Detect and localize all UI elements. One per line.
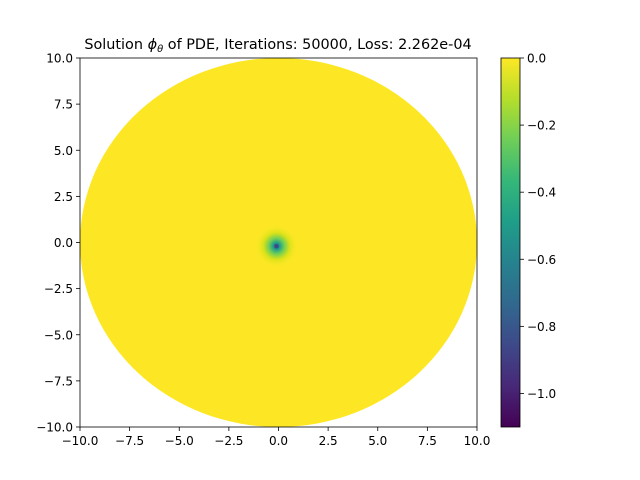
colorbar-tick-label: −0.4	[527, 186, 556, 200]
x-axis: −10.0 −7.5 −5.0 −2.5 0.0 2.5 5.0 7.5 10.0	[62, 427, 491, 448]
y-tick-label: −2.5	[44, 282, 73, 296]
x-tick-label: −5.0	[165, 434, 194, 448]
x-tick-label: 2.5	[319, 434, 338, 448]
y-axis: 10.0 7.5 5.0 2.5 0.0 −2.5 −5.0 −7.5 −10.0	[36, 52, 80, 435]
plot-area	[80, 58, 477, 427]
chart-title: Solution ϕθ of PDE, Iterations: 50000, L…	[84, 37, 471, 55]
y-tick-label: 2.5	[54, 190, 73, 204]
colorbar-tick-label: −0.6	[527, 253, 556, 267]
x-tick-label: −10.0	[62, 434, 99, 448]
x-tick-label: 10.0	[464, 434, 491, 448]
x-tick-label: 5.0	[368, 434, 387, 448]
y-tick-label: 7.5	[54, 98, 73, 112]
colorbar-tick-label: −1.0	[527, 387, 556, 401]
colorbar-tick-label: −0.2	[527, 119, 556, 133]
colorbar-axis: 0.0 −0.2 −0.4 −0.6 −0.8 −1.0	[520, 52, 556, 401]
y-tick-label: −5.0	[44, 328, 73, 342]
y-tick-label: 5.0	[54, 144, 73, 158]
y-tick-label: 0.0	[54, 236, 73, 250]
x-tick-label: −2.5	[214, 434, 243, 448]
y-tick-label: 10.0	[46, 52, 73, 66]
x-tick-label: 0.0	[269, 434, 288, 448]
y-tick-label: −10.0	[36, 421, 73, 435]
colorbar: 0.0 −0.2 −0.4 −0.6 −0.8 −1.0	[500, 52, 556, 428]
x-tick-label: 7.5	[418, 434, 437, 448]
colorbar-tick-label: −0.8	[527, 320, 556, 334]
x-tick-label: −7.5	[115, 434, 144, 448]
heatmap-source-core	[274, 243, 279, 249]
colorbar-gradient-bar	[500, 57, 521, 428]
y-tick-label: −7.5	[44, 374, 73, 388]
colorbar-tick-label: 0.0	[527, 52, 546, 66]
